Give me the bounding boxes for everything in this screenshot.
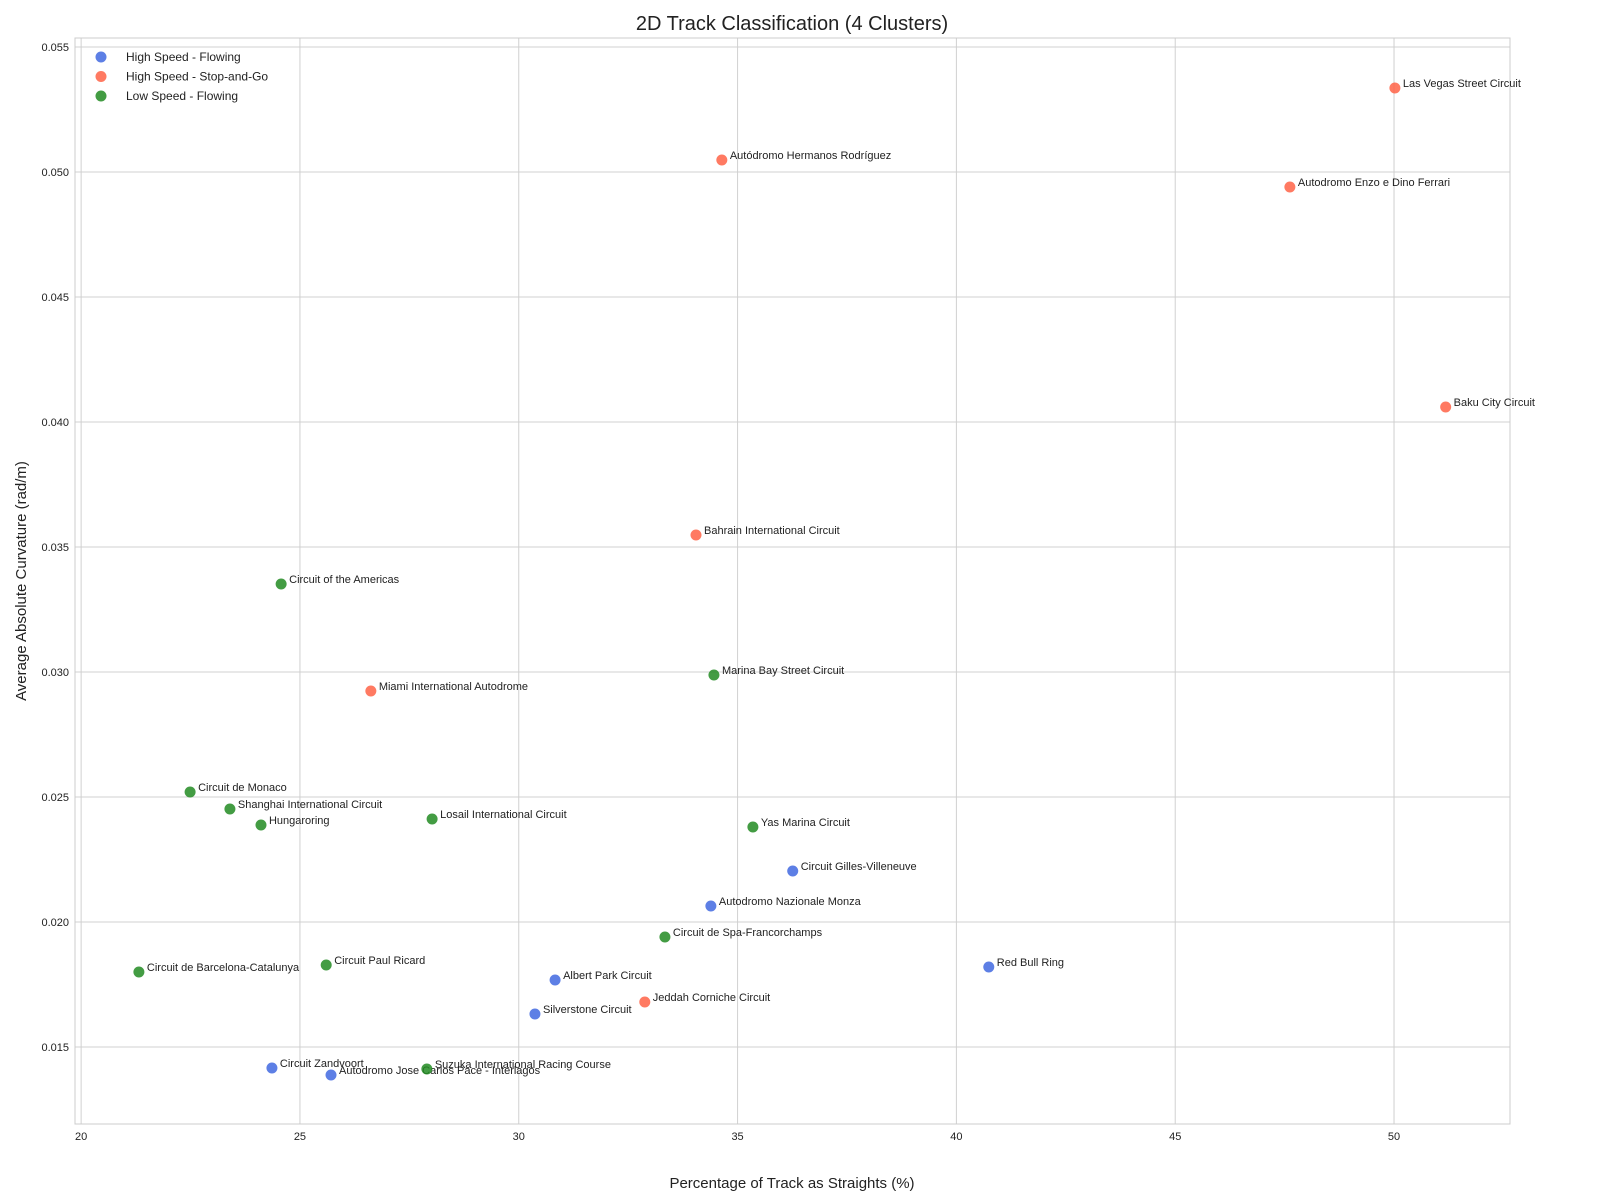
point-label: Las Vegas Street Circuit — [1403, 78, 1521, 90]
point-label: Autodromo Jose Carlos Pace - Interlagos — [339, 1065, 541, 1077]
legend: High Speed - Flowing High Speed - Stop-an… — [95, 50, 268, 103]
y-tick-label: 0.040 — [41, 417, 69, 429]
legend-label: High Speed - Stop-and-Go — [126, 70, 268, 84]
point-label: Autodromo Nazionale Monza — [719, 896, 862, 908]
y-tick-label: 0.035 — [41, 542, 69, 554]
point-label: Silverstone Circuit — [543, 1004, 632, 1016]
data-point — [275, 578, 287, 590]
data-point — [690, 529, 702, 541]
data-point — [659, 931, 671, 943]
data-point — [639, 996, 651, 1008]
data-point — [320, 959, 332, 971]
point-label: Bahrain International Circuit — [704, 525, 840, 537]
point-label: Circuit de Barcelona-Catalunya — [147, 962, 300, 974]
data-point — [1440, 401, 1452, 413]
data-point — [426, 813, 438, 825]
point-label: Marina Bay Street Circuit — [722, 665, 844, 677]
data-point — [708, 669, 720, 681]
point-label: Hungaroring — [269, 815, 330, 827]
point-label: Yas Marina Circuit — [761, 817, 850, 829]
y-tick-label: 0.050 — [41, 167, 69, 179]
data-point — [549, 974, 561, 986]
point-label: Miami International Autodrome — [379, 681, 528, 693]
x-tick-label: 20 — [75, 1131, 87, 1143]
point-label: Albert Park Circuit — [563, 970, 652, 982]
x-tick-label: 35 — [731, 1131, 743, 1143]
chart-title: 2D Track Classification (4 Clusters) — [636, 13, 948, 35]
data-point — [705, 900, 717, 912]
y-tick-label: 0.020 — [41, 917, 69, 929]
point-label: Circuit Paul Ricard — [334, 955, 425, 967]
data-point — [716, 154, 728, 166]
point-label: Autódromo Hermanos Rodríguez — [730, 150, 891, 162]
y-axis-label: Average Absolute Curvature (rad/m) — [13, 461, 30, 701]
point-label: Shanghai International Circuit — [238, 799, 382, 811]
point-label: Baku City Circuit — [1454, 397, 1535, 409]
point-label: Red Bull Ring — [997, 957, 1064, 969]
point-label: Autodromo Enzo e Dino Ferrari — [1298, 177, 1450, 189]
point-label: Circuit Gilles-Villeneuve — [801, 861, 917, 873]
legend-label: Low Speed - Flowing — [126, 89, 238, 103]
point-label: Circuit Zandvoort — [280, 1058, 364, 1070]
data-point — [325, 1069, 337, 1081]
data-point — [184, 786, 196, 798]
point-label: Circuit de Spa-Francorchamps — [673, 927, 823, 939]
data-point — [787, 865, 799, 877]
data-point — [421, 1063, 433, 1075]
x-tick-label: 40 — [950, 1131, 962, 1143]
x-axis-label: Percentage of Track as Straights (%) — [669, 1175, 914, 1192]
data-point — [983, 961, 995, 973]
y-tick-label: 0.030 — [41, 667, 69, 679]
data-point — [224, 803, 236, 815]
plot-frame — [74, 37, 1511, 1125]
point-label: Suzuka International Racing Course — [435, 1059, 611, 1071]
legend-marker — [95, 51, 107, 63]
data-point — [747, 821, 759, 833]
point-label: Jeddah Corniche Circuit — [653, 992, 770, 1004]
data-point — [133, 966, 145, 978]
x-tick-label: 50 — [1388, 1131, 1400, 1143]
y-tick-label: 0.015 — [41, 1042, 69, 1054]
data-point — [1389, 82, 1401, 94]
x-tick-label: 45 — [1169, 1131, 1181, 1143]
x-tick-label: 25 — [294, 1131, 306, 1143]
legend-marker — [95, 71, 107, 82]
data-point — [1284, 181, 1296, 193]
x-tick-label: 30 — [513, 1131, 525, 1143]
point-label: Losail International Circuit — [440, 809, 567, 821]
y-tick-label: 0.055 — [41, 42, 69, 54]
legend-label: High Speed - Flowing — [126, 50, 241, 64]
y-tick-label: 0.045 — [41, 292, 69, 304]
y-tick-label: 0.025 — [41, 792, 69, 804]
data-point — [529, 1008, 541, 1020]
point-label: Circuit de Monaco — [198, 782, 287, 794]
data-point — [255, 819, 267, 831]
data-point — [365, 685, 377, 697]
point-label: Circuit of the Americas — [289, 574, 400, 586]
data-point — [266, 1062, 278, 1074]
legend-marker — [95, 90, 107, 102]
